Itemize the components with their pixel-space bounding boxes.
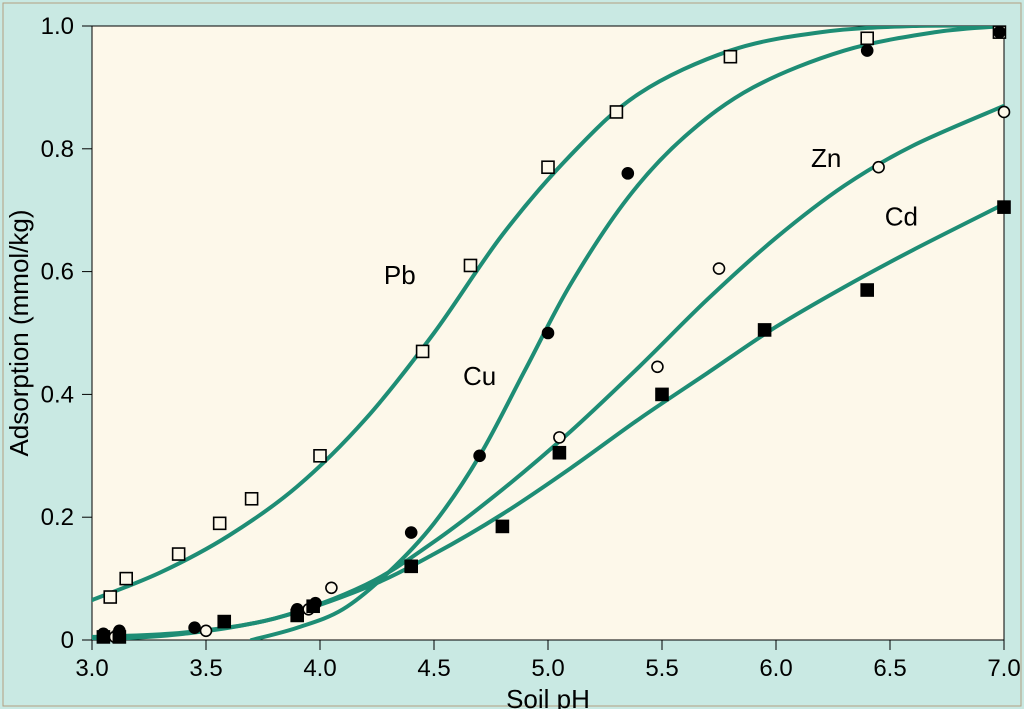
y-tick-label: 0.2 (41, 504, 74, 531)
marker-cd (113, 631, 125, 643)
marker-pb (120, 573, 132, 585)
x-tick-label: 3.5 (189, 655, 222, 682)
y-tick-label: 1.0 (41, 13, 74, 40)
marker-cd (291, 609, 303, 621)
marker-cu (622, 168, 633, 179)
x-tick-label: 6.5 (873, 655, 906, 682)
x-tick-label: 5.0 (531, 655, 564, 682)
marker-pb (417, 345, 429, 357)
marker-pb (610, 106, 622, 118)
y-tick-label: 0.4 (41, 381, 74, 408)
marker-cu (994, 27, 1005, 38)
marker-pb (724, 51, 736, 63)
marker-zn (652, 361, 663, 372)
marker-pb (214, 517, 226, 529)
series-label-zn: Zn (811, 143, 841, 173)
marker-zn (326, 582, 337, 593)
marker-cu (474, 450, 485, 461)
marker-pb (464, 259, 476, 271)
marker-cu (543, 328, 554, 339)
marker-zn (554, 432, 565, 443)
x-tick-label: 4.5 (417, 655, 450, 682)
marker-zn (201, 625, 212, 636)
series-label-cd: Cd (885, 202, 918, 232)
chart-svg: 3.0 3.5 4.0 4.5 5.0 5.5 6.0 6.5 7.0 Soil pH 0 0.2 0.… (0, 0, 1024, 709)
y-tick-label: 0 (61, 627, 74, 654)
marker-pb (173, 548, 185, 560)
marker-cd (553, 447, 565, 459)
y-axis-label: Adsorption (mmol/kg) (4, 209, 34, 456)
marker-pb (104, 591, 116, 603)
marker-cd (218, 616, 230, 628)
marker-zn (714, 263, 725, 274)
y-tick-label: 0.8 (41, 136, 74, 163)
marker-cd (656, 388, 668, 400)
marker-cd (759, 324, 771, 336)
marker-cu (406, 527, 417, 538)
marker-zn (999, 106, 1010, 117)
marker-cu (862, 45, 873, 56)
marker-pb (314, 450, 326, 462)
adsorption-chart: 3.0 3.5 4.0 4.5 5.0 5.5 6.0 6.5 7.0 Soil pH 0 0.2 0.… (0, 0, 1024, 709)
marker-cd (861, 284, 873, 296)
series-label-pb: Pb (384, 260, 416, 290)
series-label-cu: Cu (463, 361, 496, 391)
x-axis-label: Soil pH (506, 684, 590, 709)
marker-zn (873, 162, 884, 173)
x-tick-label: 6.0 (759, 655, 792, 682)
marker-cd (405, 560, 417, 572)
marker-cu (189, 622, 200, 633)
x-tick-label: 3.0 (75, 655, 108, 682)
marker-pb (861, 32, 873, 44)
marker-cd (998, 201, 1010, 213)
x-tick-label: 4.0 (303, 655, 336, 682)
marker-pb (246, 493, 258, 505)
x-tick-label: 5.5 (645, 655, 678, 682)
marker-pb (542, 161, 554, 173)
marker-cd (496, 520, 508, 532)
x-tick-label: 7.0 (987, 655, 1020, 682)
marker-cd (307, 600, 319, 612)
marker-cd (97, 631, 109, 643)
y-tick-label: 0.6 (41, 259, 74, 286)
